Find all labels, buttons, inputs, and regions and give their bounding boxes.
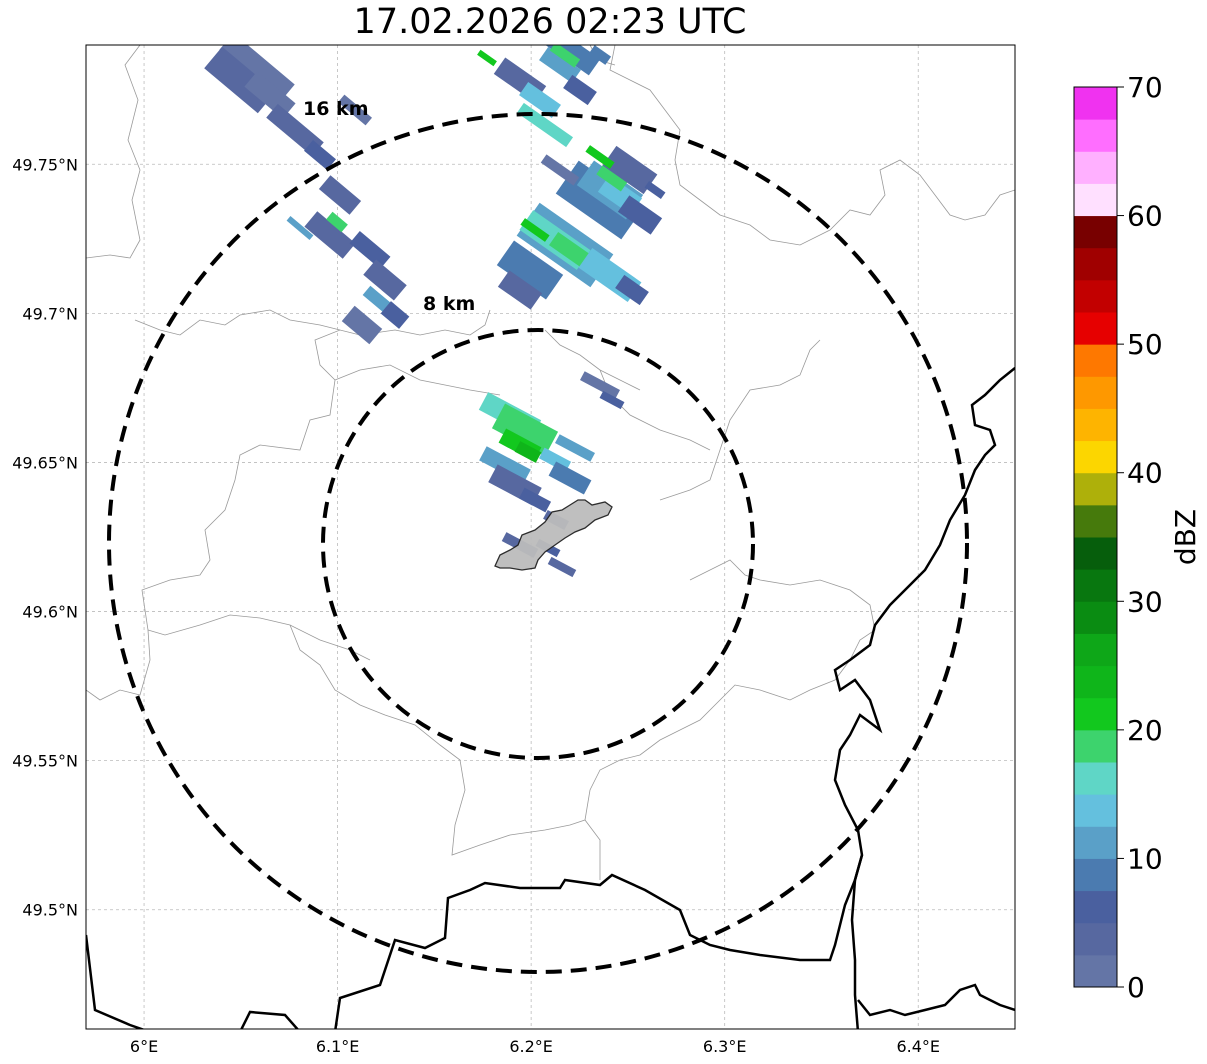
range-ring-label-8km: 8 km — [423, 293, 475, 315]
colorbar-segment — [1074, 729, 1117, 763]
echo-cluster-northwest — [204, 45, 410, 345]
lon-tick-label: 6.4°E — [896, 1037, 940, 1056]
range-ring-8km — [321, 328, 755, 760]
lon-tick-label: 6.1°E — [316, 1037, 360, 1056]
map-area[interactable]: 8 km 16 km — [86, 25, 1015, 1032]
lon-tick-label: 6°E — [130, 1037, 158, 1056]
colorbar-segment — [1074, 119, 1117, 152]
latitude-tick-labels: 49.75°N 49.7°N 49.65°N 49.6°N 49.55°N 49.5°N — [12, 155, 78, 919]
colorbar-tick-label: 20 — [1127, 714, 1163, 747]
colorbar-segment — [1074, 215, 1117, 249]
colorbar-segment — [1074, 697, 1117, 731]
colorbar-tick-label: 40 — [1127, 457, 1163, 490]
lat-tick-label: 49.65°N — [12, 453, 78, 472]
colorbar-segment — [1074, 601, 1117, 634]
municipal-boundaries — [86, 45, 1015, 880]
colorbar-segment — [1074, 665, 1117, 699]
colorbar-tick-label: 10 — [1127, 842, 1163, 875]
colorbar-tick-label: 50 — [1127, 328, 1163, 361]
colorbar-segment — [1074, 794, 1117, 827]
colorbar-segment — [1074, 504, 1117, 538]
range-rings — [107, 112, 969, 974]
colorbar-tick-label: 0 — [1127, 971, 1145, 1004]
longitude-tick-labels: 6°E 6.1°E 6.2°E 6.3°E 6.4°E — [130, 1037, 940, 1056]
colorbar-segment — [1074, 151, 1117, 184]
lat-tick-label: 49.5°N — [22, 901, 78, 920]
lon-tick-label: 6.3°E — [703, 1037, 747, 1056]
colorbar-segment — [1074, 312, 1117, 345]
colorbar-segment — [1074, 826, 1117, 859]
lat-tick-label: 49.7°N — [22, 304, 78, 323]
gridlines — [86, 45, 1015, 1029]
lon-tick-label: 6.2°E — [509, 1037, 553, 1056]
echo-cluster-northeast — [496, 145, 666, 310]
colorbar-segment — [1074, 922, 1117, 956]
colorbar-tick-label: 30 — [1127, 585, 1163, 618]
echo-cluster-central — [478, 371, 625, 578]
colorbar-segment — [1074, 954, 1117, 988]
map-frame — [85, 44, 1016, 1030]
colorbar-tick-label: 60 — [1127, 200, 1163, 233]
lat-tick-label: 49.55°N — [12, 752, 78, 771]
colorbar-segment — [1074, 344, 1117, 377]
city-area — [494, 499, 613, 571]
lat-tick-label: 49.6°N — [22, 603, 78, 622]
colorbar-segment — [1074, 408, 1117, 442]
colorbar-segment — [1074, 537, 1117, 570]
colorbar-segment — [1074, 890, 1117, 924]
colorbar-segment — [1074, 87, 1117, 120]
colorbar-segment — [1074, 633, 1117, 667]
colorbar-label: dBZ — [1169, 509, 1202, 565]
colorbar-segment — [1074, 247, 1117, 281]
radar-echoes — [204, 45, 666, 578]
colorbar-segment — [1074, 183, 1117, 217]
lat-tick-label: 49.75°N — [12, 155, 78, 174]
map-title: 17.02.2026 02:23 UTC — [353, 2, 747, 42]
colorbar-segment — [1074, 279, 1117, 313]
colorbar-segment — [1074, 440, 1117, 474]
colorbar-segment — [1074, 376, 1117, 409]
range-ring-label-16km: 16 km — [303, 98, 369, 120]
colorbar: 0 10 20 30 40 50 60 70 dBZ — [1073, 71, 1202, 1004]
range-ring-16km — [107, 112, 969, 974]
colorbar-segment — [1074, 569, 1117, 602]
colorbar-segment — [1074, 858, 1117, 892]
colorbar-segment — [1074, 762, 1117, 795]
colorbar-frame — [1073, 86, 1118, 988]
colorbar-segment — [1074, 472, 1117, 506]
colorbar-tick-label: 70 — [1127, 71, 1163, 104]
